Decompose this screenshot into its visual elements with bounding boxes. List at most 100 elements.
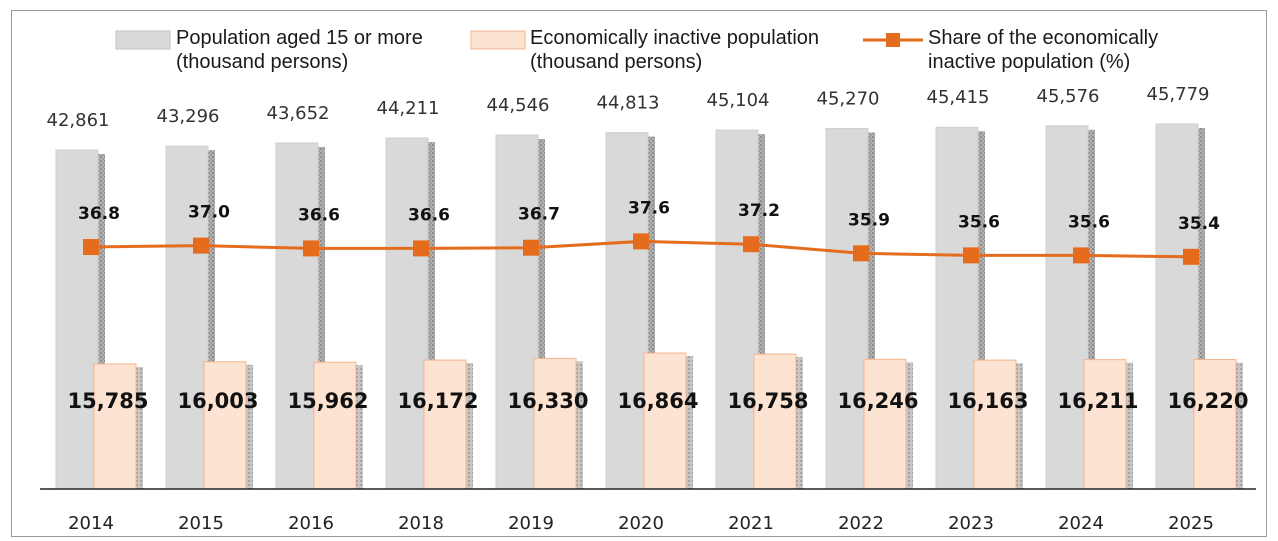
population-bar-shadow <box>1198 128 1205 489</box>
inactive-bar-shadow <box>1236 362 1243 489</box>
population-value-label: 44,813 <box>597 93 660 114</box>
population-value-label: 44,546 <box>487 95 550 116</box>
population-bar <box>715 129 759 490</box>
population-value-label: 44,211 <box>377 98 440 119</box>
x-tick-label: 2016 <box>288 513 334 534</box>
population-bar <box>385 137 429 490</box>
labels-layer: 42,861 15,785 36.8 43,296 16,003 37.0 43,652 15… <box>47 84 1249 413</box>
inactive-value-label: 16,330 <box>507 389 588 413</box>
population-value-label: 45,576 <box>1037 86 1100 107</box>
inactive-bar-shadow <box>906 362 913 489</box>
population-value-label: 42,861 <box>47 110 110 131</box>
share-point-marker <box>963 247 979 264</box>
population-bar <box>605 132 649 490</box>
share-point-marker <box>1073 247 1089 264</box>
x-tick-label: 2020 <box>618 513 664 534</box>
x-tick-label: 2022 <box>838 513 884 534</box>
inactive-bar <box>1083 359 1127 490</box>
share-point-marker <box>193 237 209 254</box>
share-value-label: 36.6 <box>408 205 450 225</box>
legend-item-inactive: Economically inactive population (thousa… <box>470 27 819 73</box>
population-bar-shadow <box>648 136 655 489</box>
population-bar-shadow <box>978 131 985 489</box>
x-tick-label: 2015 <box>178 513 224 534</box>
inactive-bar-shadow <box>246 364 253 489</box>
inactive-value-label: 16,758 <box>727 389 808 413</box>
population-bar <box>495 134 539 490</box>
inactive-value-label: 15,962 <box>287 389 368 413</box>
inactive-bar <box>643 352 687 490</box>
share-value-label: 35.4 <box>1178 214 1220 234</box>
inactive-value-label: 16,220 <box>1167 389 1248 413</box>
inactive-value-label: 16,003 <box>177 389 258 413</box>
bars-layer <box>55 123 1243 490</box>
share-point-marker <box>303 240 319 257</box>
population-value-label: 45,779 <box>1147 84 1210 105</box>
x-tick-label: 2014 <box>68 513 114 534</box>
share-point-marker <box>83 239 99 255</box>
population-bar-shadow <box>1088 129 1095 489</box>
inactive-value-label: 16,246 <box>837 389 918 413</box>
population-bar-shadow <box>318 146 325 489</box>
legend-marker-share <box>886 33 900 47</box>
population-bar <box>165 145 209 490</box>
population-bar <box>1045 125 1089 490</box>
legend-label-inactive-line2: (thousand persons) <box>530 51 702 73</box>
x-tick-label: 2024 <box>1058 513 1104 534</box>
legend-item-population: Population aged 15 or more (thousand per… <box>115 27 423 73</box>
share-point-marker <box>523 239 539 256</box>
x-tick-label: 2023 <box>948 513 994 534</box>
share-point-marker <box>633 233 649 250</box>
inactive-bar <box>93 363 137 490</box>
population-bar-shadow <box>98 154 105 489</box>
legend-swatch-population <box>115 30 171 50</box>
inactive-bar-shadow <box>466 363 473 489</box>
population-bar <box>825 128 869 490</box>
population-bar-shadow <box>758 134 765 489</box>
inactive-value-label: 16,864 <box>617 389 698 413</box>
population-bar-shadow <box>208 150 215 489</box>
share-point-marker <box>413 240 429 257</box>
inactive-bar <box>423 359 467 490</box>
share-point-marker <box>1183 248 1199 265</box>
legend-label-population-line1: Population aged 15 or more <box>176 27 423 49</box>
legend-swatch-inactive <box>470 30 526 50</box>
inactive-bar <box>203 361 247 490</box>
inactive-value-label: 15,785 <box>67 389 148 413</box>
population-bar <box>935 126 979 490</box>
inactive-bar-shadow <box>1126 362 1133 489</box>
x-axis-ticks: 2014 2015 2016 2018 2019 2020 2021 2022 2023 2024… <box>68 513 1214 534</box>
population-value-label: 45,270 <box>817 89 880 110</box>
inactive-bar <box>973 359 1017 490</box>
population-value-label: 43,652 <box>267 103 330 124</box>
population-bar-shadow <box>868 132 875 490</box>
legend-item-share: Share of the economically inactive popul… <box>863 27 1158 73</box>
x-tick-label: 2021 <box>728 513 774 534</box>
share-value-label: 35.6 <box>958 212 1000 232</box>
inactive-bar <box>533 357 577 490</box>
x-tick-label: 2018 <box>398 513 444 534</box>
inactive-bar-shadow <box>356 365 363 489</box>
inactive-bar <box>1193 359 1237 490</box>
population-bar <box>275 142 319 490</box>
population-bar <box>1155 123 1199 490</box>
x-tick-label: 2019 <box>508 513 554 534</box>
share-point-marker <box>853 245 869 262</box>
share-value-label: 35.9 <box>848 210 890 230</box>
inactive-value-label: 16,163 <box>947 389 1028 413</box>
x-tick-label: 2025 <box>1168 513 1214 534</box>
population-bar-shadow <box>428 141 435 490</box>
share-value-label: 37.6 <box>628 198 670 218</box>
share-point-marker <box>743 236 759 253</box>
inactive-bar <box>313 361 357 490</box>
share-value-label: 36.6 <box>298 205 340 225</box>
inactive-bar-shadow <box>136 367 143 489</box>
inactive-bar <box>863 358 907 490</box>
inactive-bar <box>753 353 797 490</box>
legend: Population aged 15 or more (thousand per… <box>115 27 1158 73</box>
legend-label-share-line2: inactive population (%) <box>928 51 1130 73</box>
share-line-layer <box>83 233 1199 265</box>
share-value-label: 37.0 <box>188 203 230 223</box>
inactive-value-label: 16,211 <box>1057 389 1138 413</box>
